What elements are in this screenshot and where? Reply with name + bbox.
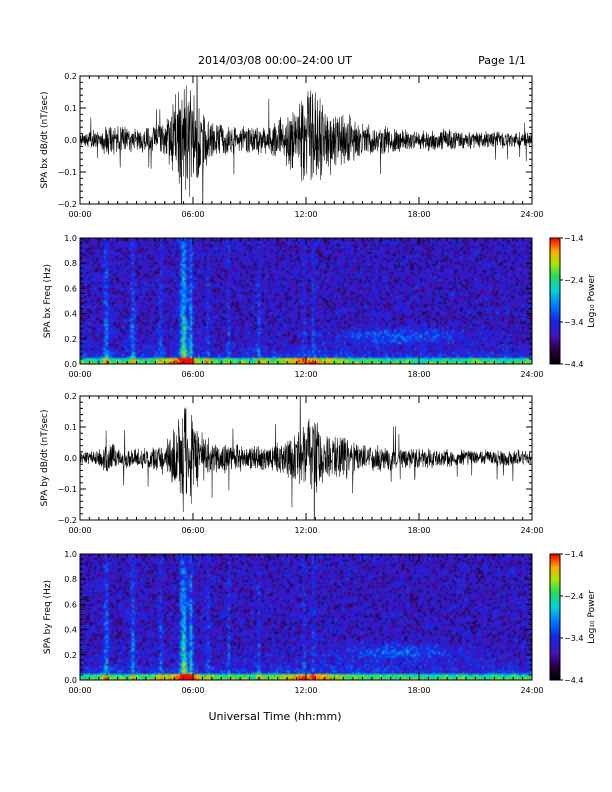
bx-spectrogram-ytick-label: 0.4 [64, 310, 77, 319]
bx-waveform-ytick-label: 0.0 [64, 136, 77, 145]
bx-waveform-ylabel: SPA bx dB/dt (nT/sec) [40, 92, 50, 189]
by-spectrogram-ytick-label: 0.0 [64, 676, 77, 685]
bx-colorbar-tick-label: −3.4 [564, 318, 583, 327]
bx-waveform-trace [80, 76, 532, 204]
by-spectrogram-xtick-label: 12:00 [294, 686, 317, 695]
by-spectrogram-ytick-label: 0.4 [64, 626, 77, 635]
page-indicator: Page 1/1 [478, 54, 526, 67]
bx-waveform-xtick-label: 06:00 [181, 210, 204, 219]
bx-colorbar-tick-label: −1.4 [564, 234, 583, 243]
bx-waveform-ytick-label: 0.1 [64, 104, 77, 113]
bx-colorbar-tick-label: −2.4 [564, 276, 583, 285]
by-spectrogram-ytick-label: 0.2 [64, 651, 77, 660]
by-spectrogram-xtick-label: 06:00 [181, 686, 204, 695]
bx-spectrogram-ytick-label: 1.0 [64, 234, 77, 243]
by-waveform-ytick-label: 0.2 [64, 392, 77, 401]
bx-spectrogram-ticks: 00:00 06:00 12:00 18:00 24:00 0.0 0.2 0.4 0.6 0.8… [64, 234, 543, 379]
by-colorbar-tick-label: −2.4 [564, 592, 583, 601]
by-spectrogram-xtick-label: 18:00 [407, 686, 430, 695]
bx-colorbar-frame [549, 237, 561, 365]
by-colorbar [550, 554, 560, 680]
by-spectrogram-ytick-label: 0.8 [64, 575, 77, 584]
bx-spectrogram-xtick-label: 00:00 [68, 370, 91, 379]
by-spectrogram-image [80, 554, 532, 680]
bx-waveform-panel: 00:00 06:00 12:00 18:00 24:00 −0.2 −0.1 0.0 0.1 0… [40, 72, 544, 219]
by-spectrogram-panel: 00:00 06:00 12:00 18:00 24:00 0.0 0.2 0.4 0.6 0.8… [43, 550, 597, 695]
by-waveform-xtick-label: 18:00 [407, 526, 430, 535]
by-waveform-ytick-label: −0.1 [58, 485, 77, 494]
bx-spectrogram-ytick-label: 0.8 [64, 259, 77, 268]
bx-colorbar-label: Log₁₀ Power [587, 274, 597, 328]
bx-waveform-xtick-label: 18:00 [407, 210, 430, 219]
by-colorbar-tick-label: −4.4 [564, 676, 583, 685]
by-spectrogram-ytick-label: 1.0 [64, 550, 77, 559]
by-colorbar-tick-label: −1.4 [564, 550, 583, 559]
bx-spectrogram-xtick-label: 12:00 [294, 370, 317, 379]
bx-waveform-xtick-label: 12:00 [294, 210, 317, 219]
by-spectrogram-xtick-label: 24:00 [520, 686, 543, 695]
by-waveform-ticks: 00:00 06:00 12:00 18:00 24:00 −0.2 −0.1 0.0 0.1 0… [58, 392, 544, 535]
by-waveform-xtick-label: 06:00 [181, 526, 204, 535]
by-waveform-series-line [80, 396, 532, 520]
by-waveform-trace [80, 396, 532, 520]
bx-spectrogram-image [80, 238, 532, 364]
by-waveform-ytick-label: 0.1 [64, 423, 77, 432]
by-waveform-xtick-label: 12:00 [294, 526, 317, 535]
by-colorbar-frame [549, 553, 561, 681]
by-spectrogram-xtick-label: 00:00 [68, 686, 91, 695]
bx-colorbar [550, 238, 560, 364]
bx-waveform-xtick-label: 24:00 [520, 210, 543, 219]
by-colorbar-tick-label: −3.4 [564, 634, 583, 643]
by-waveform-ytick-label: −0.2 [58, 516, 77, 525]
bx-spectrogram-ytick-label: 0.6 [64, 284, 77, 293]
bx-spectrogram-xtick-label: 24:00 [520, 370, 543, 379]
bx-spectrogram-xtick-label: 06:00 [181, 370, 204, 379]
bx-waveform-ytick-label: −0.2 [58, 200, 77, 209]
by-waveform-xtick-label: 24:00 [520, 526, 543, 535]
by-waveform-ylabel: SPA by dB/dt (nT/sec) [40, 410, 50, 507]
by-waveform-panel: 00:00 06:00 12:00 18:00 24:00 −0.2 −0.1 0.0 0.1 0… [40, 392, 544, 535]
bx-waveform-ticks: 00:00 06:00 12:00 18:00 24:00 −0.2 −0.1 0.0 0.1 0… [58, 72, 544, 219]
by-waveform-ytick-label: 0.0 [64, 454, 77, 463]
bx-spectrogram-ytick-label: 0.0 [64, 360, 77, 369]
by-colorbar-ticks: −1.4 −2.4 −3.4 −4.4 [560, 550, 583, 685]
bx-spectrogram-xtick-label: 18:00 [407, 370, 430, 379]
by-colorbar-label: Log₁₀ Power [587, 590, 597, 644]
bx-waveform-series-line [80, 76, 532, 204]
bx-spectrogram-panel: 00:00 06:00 12:00 18:00 24:00 0.0 0.2 0.4 0.6 0.8… [43, 234, 597, 379]
by-waveform-xtick-label: 00:00 [68, 526, 91, 535]
bx-colorbar-ticks: −1.4 −2.4 −3.4 −4.4 [560, 234, 583, 369]
bx-waveform-ytick-label: 0.2 [64, 72, 77, 81]
by-spectrogram-ylabel: SPA by Freq (Hz) [43, 580, 53, 654]
bx-waveform-xtick-label: 00:00 [68, 210, 91, 219]
bx-waveform-ytick-label: −0.1 [58, 168, 77, 177]
plot-title: 2014/03/08 00:00–24:00 UT [198, 54, 352, 67]
bx-spectrogram-ytick-label: 0.2 [64, 335, 77, 344]
by-spectrogram-ytick-label: 0.6 [64, 600, 77, 609]
by-spectrogram-ticks: 00:00 06:00 12:00 18:00 24:00 0.0 0.2 0.4 0.6 0.8… [64, 550, 543, 695]
bx-spectrogram-ylabel: SPA bx Freq (Hz) [43, 264, 53, 338]
bx-colorbar-tick-label: −4.4 [564, 360, 583, 369]
x-axis-title: Universal Time (hh:mm) [209, 710, 342, 723]
